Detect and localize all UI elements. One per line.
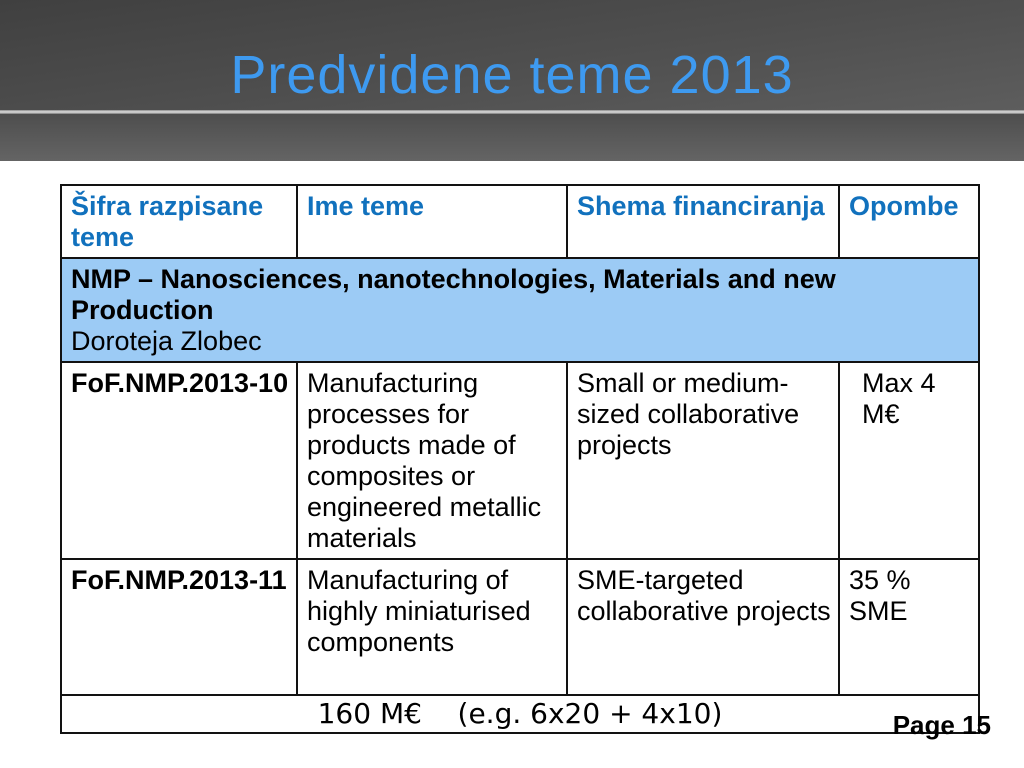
table-row: FoF.NMP.2013-10 Manufacturing processes … (60, 361, 980, 560)
programme-group-row: NMP – Nanosciences, nanotechnologies, Ma… (60, 257, 980, 363)
topic-funding-scheme: SME-targeted collaborative projects (566, 558, 840, 696)
topic-name: Manufacturing processes for products mad… (296, 361, 568, 560)
topics-table: Šifra razpisane teme Ime teme Shema fina… (60, 184, 980, 734)
title-banner: Predvidene teme 2013 (0, 0, 1024, 110)
page-number: Page 15 (892, 710, 991, 740)
table-header-row: Šifra razpisane teme Ime teme Shema fina… (60, 184, 980, 259)
budget-summary: 160 M€ (e.g. 6x20 + 4x10) (60, 694, 980, 734)
programme-group-cell: NMP – Nanosciences, nanotechnologies, Ma… (60, 257, 980, 363)
topic-note: 35 % SME (838, 558, 980, 696)
topic-note: Max 4 M€ (838, 361, 980, 560)
topic-code: FoF.NMP.2013-10 (60, 361, 298, 560)
column-header-notes: Opombe (838, 184, 980, 259)
column-header-topic-name: Ime teme (296, 184, 568, 259)
budget-summary-row: 160 M€ (e.g. 6x20 + 4x10) (60, 694, 980, 734)
topic-code: FoF.NMP.2013-11 (60, 558, 298, 696)
programme-contact-person: Doroteja Zlobec (71, 326, 262, 356)
banner-sub-band (0, 114, 1024, 161)
banner-divider-line (0, 110, 1024, 114)
topic-name: Manufacturing of highly miniaturised com… (296, 558, 568, 696)
column-header-code: Šifra razpisane teme (60, 184, 298, 259)
column-header-funding-scheme: Shema financiranja (566, 184, 840, 259)
table-row: FoF.NMP.2013-11 Manufacturing of highly … (60, 558, 980, 696)
programme-group-title: NMP – Nanosciences, nanotechnologies, Ma… (71, 264, 836, 325)
topic-funding-scheme: Small or medium-sized collaborative proj… (566, 361, 840, 560)
slide-title: Predvidene teme 2013 (230, 45, 794, 105)
